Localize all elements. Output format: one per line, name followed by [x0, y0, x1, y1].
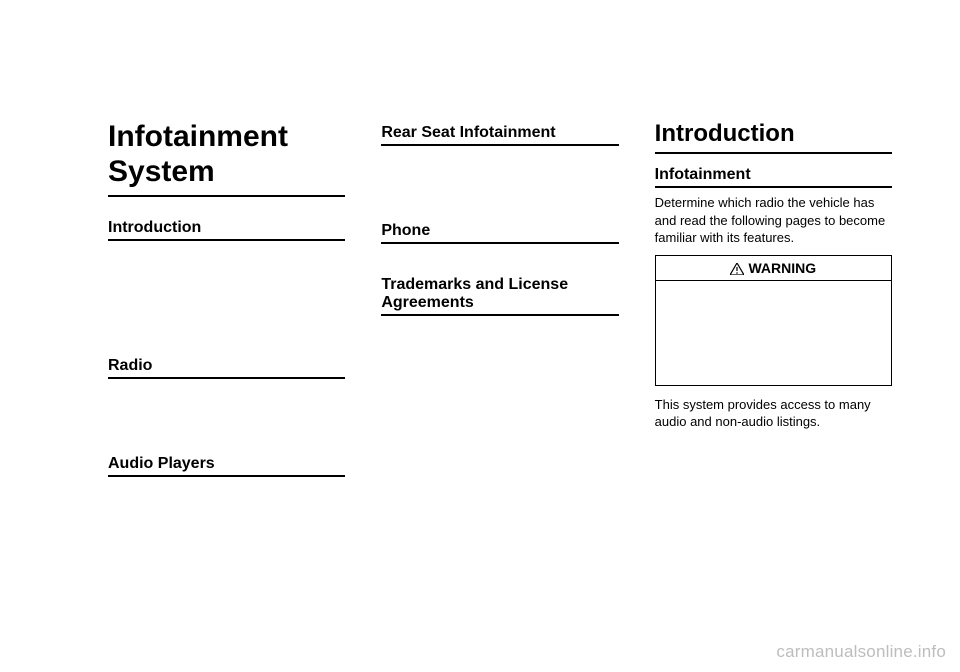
spacer — [108, 243, 345, 353]
section-infotainment: Infotainment — [655, 166, 892, 188]
section-audio-players: Audio Players — [108, 455, 345, 477]
warning-label: WARNING — [748, 260, 816, 276]
main-title: Infotainment System — [108, 120, 345, 197]
warning-icon — [730, 263, 744, 275]
section-rear-seat: Rear Seat Infotainment — [381, 124, 618, 146]
section-phone: Phone — [381, 222, 618, 244]
warning-body — [656, 281, 891, 385]
watermark: carmanualsonline.info — [776, 642, 946, 662]
warning-header: WARNING — [656, 256, 891, 281]
column-3: Introduction Infotainment Determine whic… — [655, 120, 892, 479]
spacer — [381, 246, 618, 272]
section-radio: Radio — [108, 357, 345, 379]
intro-text: Determine which radio the vehicle has an… — [655, 194, 892, 247]
spacer — [108, 381, 345, 451]
warning-box: WARNING — [655, 255, 892, 386]
section-introduction: Introduction — [108, 219, 345, 241]
column-2: Rear Seat Infotainment Phone Trademarks … — [381, 120, 618, 479]
section-trademarks: Trademarks and License Agreements — [381, 276, 618, 316]
column-1: Infotainment System Introduction Radio A… — [108, 120, 345, 479]
after-warning-text: This system provides access to many audi… — [655, 396, 892, 431]
spacer — [381, 148, 618, 218]
col3-title: Introduction — [655, 120, 892, 154]
